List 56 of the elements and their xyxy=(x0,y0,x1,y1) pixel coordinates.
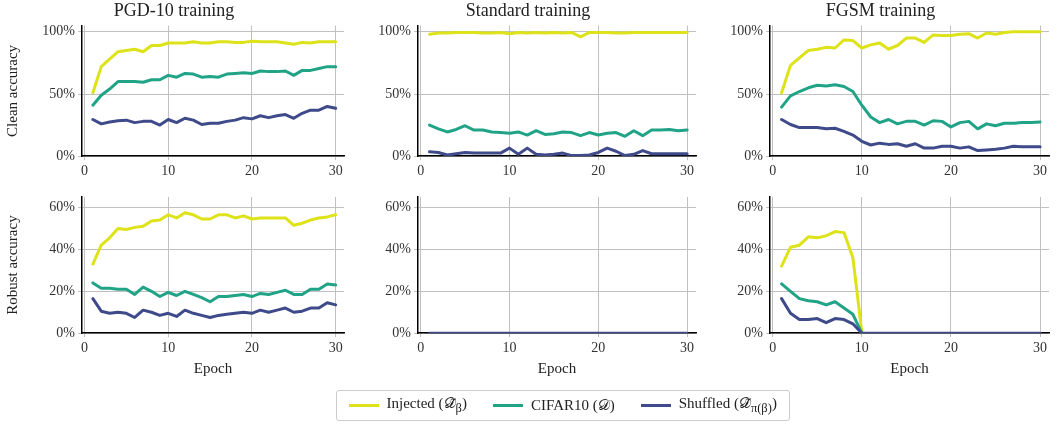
x-tick-label: 0 xyxy=(417,163,425,179)
y-axis-title: Robust accuracy xyxy=(3,214,20,315)
y-tick-label: 100% xyxy=(42,23,76,39)
y-tick-label: 50% xyxy=(737,85,764,101)
x-tick-label: 30 xyxy=(680,163,695,179)
y-tick-label: 20% xyxy=(737,282,764,298)
y-tick-label: 0% xyxy=(56,324,76,340)
y-tick-label: 0% xyxy=(744,147,764,163)
x-tick-label: 10 xyxy=(854,163,869,179)
x-tick-label: 10 xyxy=(502,340,517,356)
y-tick-label: 0% xyxy=(56,147,76,163)
x-tick-label: 30 xyxy=(1033,340,1048,356)
x-tick-label: 0 xyxy=(769,340,777,356)
y-tick-label: 40% xyxy=(49,241,76,257)
chart-title: Standard training xyxy=(465,0,591,20)
x-tick-label: 0 xyxy=(417,340,425,356)
x-tick-label: 10 xyxy=(161,340,176,356)
x-tick-label: 30 xyxy=(680,340,695,356)
y-tick-label: 60% xyxy=(49,199,76,215)
x-tick-label: 10 xyxy=(161,163,176,179)
y-tick-label: 0% xyxy=(744,324,764,340)
x-tick-label: 0 xyxy=(81,340,89,356)
x-tick-label: 20 xyxy=(591,163,606,179)
y-tick-label: 40% xyxy=(385,241,412,257)
y-tick-label: 50% xyxy=(385,85,412,101)
x-tick-label: 0 xyxy=(81,163,89,179)
legend-label: CIFAR10 (𝒟) xyxy=(530,397,615,414)
x-tick-label: 20 xyxy=(943,163,958,179)
chart-title: PGD-10 training xyxy=(113,0,235,20)
y-tick-label: 100% xyxy=(730,23,764,39)
chart-title: FGSM training xyxy=(825,0,936,20)
y-axis-title: Clean accuracy xyxy=(3,44,20,137)
y-tick-label: 60% xyxy=(737,199,764,215)
x-tick-label: 20 xyxy=(943,340,958,356)
x-tick-label: 30 xyxy=(328,163,343,179)
y-tick-label: 20% xyxy=(49,282,76,298)
y-tick-label: 20% xyxy=(385,282,412,298)
x-tick-label: 20 xyxy=(244,340,259,356)
x-axis-title: Epoch xyxy=(193,359,233,376)
x-axis-title: Epoch xyxy=(890,359,930,376)
y-tick-label: 0% xyxy=(392,324,412,340)
y-tick-label: 40% xyxy=(737,241,764,257)
x-tick-label: 20 xyxy=(244,163,259,179)
y-tick-label: 50% xyxy=(49,85,76,101)
y-tick-label: 100% xyxy=(378,23,412,39)
x-tick-label: 10 xyxy=(854,340,869,356)
x-tick-label: 10 xyxy=(502,163,517,179)
legend-label: Shuffled (𝒟̃$_{π(β)}$) xyxy=(678,395,777,416)
x-tick-label: 30 xyxy=(328,340,343,356)
x-tick-label: 20 xyxy=(591,340,606,356)
x-tick-label: 30 xyxy=(1033,163,1048,179)
x-tick-label: 0 xyxy=(769,163,777,179)
legend-label: Injected (𝒟̃$_{β}$) xyxy=(386,395,467,416)
y-tick-label: 0% xyxy=(392,147,412,163)
y-tick-label: 60% xyxy=(385,199,412,215)
x-axis-title: Epoch xyxy=(537,359,577,376)
